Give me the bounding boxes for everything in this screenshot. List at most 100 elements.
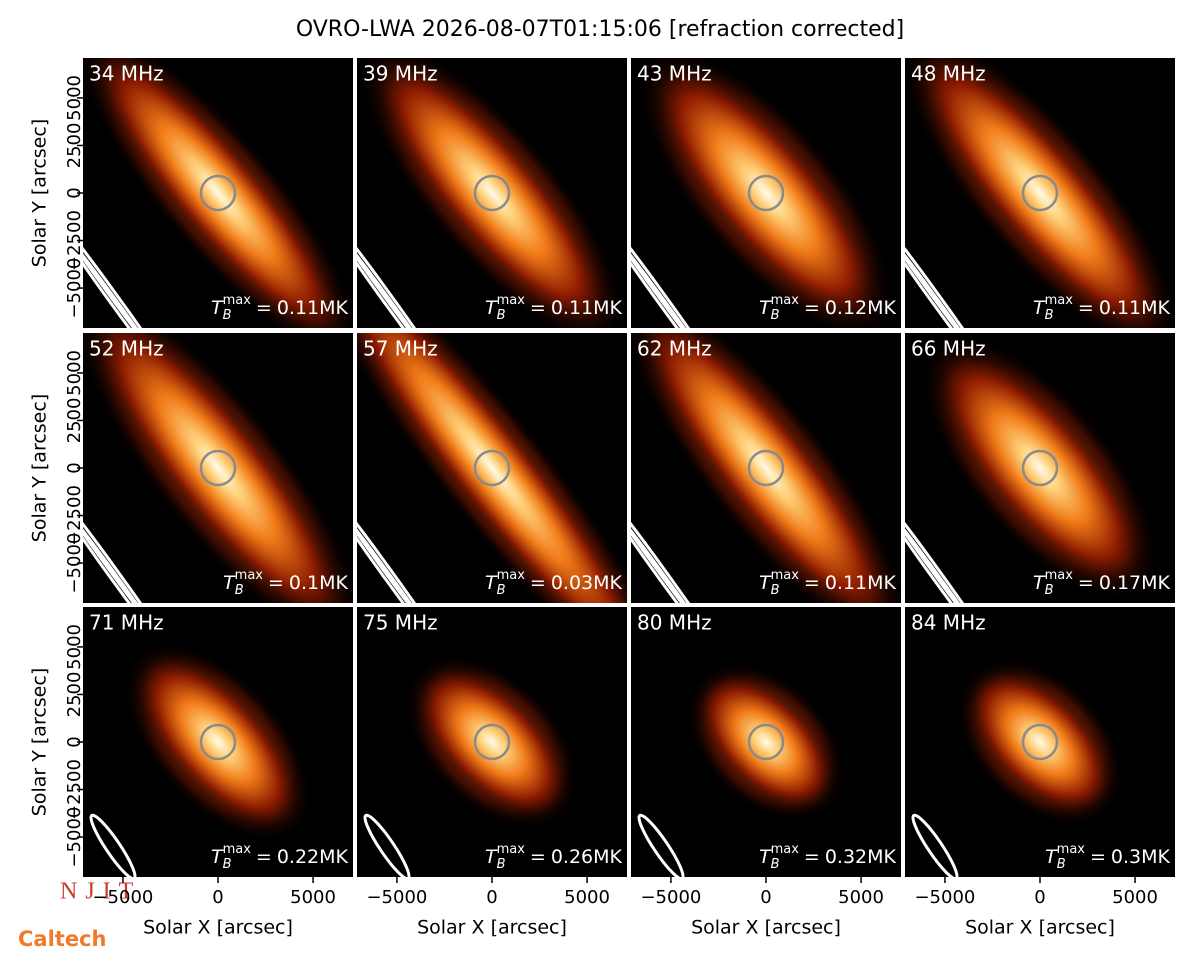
beam	[631, 217, 714, 328]
panel-label: 84 MHz	[911, 611, 986, 635]
beam	[363, 813, 411, 877]
tb-label: TBmax = 0.32MK	[759, 842, 896, 872]
tb-symbol: T	[223, 572, 236, 594]
y-axis-label: Solar Y [arcsec]	[29, 394, 51, 542]
tb-sup: max	[771, 842, 800, 857]
y-tick-label: −2500	[64, 485, 85, 546]
beam	[357, 217, 440, 328]
tb-sup: max	[497, 568, 526, 583]
panel-label: 62 MHz	[637, 337, 712, 361]
solar-disk	[473, 174, 511, 212]
solar-disk	[747, 449, 785, 487]
panel	[83, 607, 353, 877]
tb-label: TBmax = 0.11MK	[211, 293, 348, 323]
y-axis-label: Solar Y [arcsec]	[29, 668, 51, 816]
tb-value: 0.32MK	[825, 846, 897, 868]
tb-symbol: T	[1045, 846, 1058, 868]
tb-sup: max	[223, 293, 252, 308]
chart-title: OVRO-LWA 2026-08-07T01:15:06 [refraction…	[296, 17, 904, 42]
beam	[905, 229, 992, 328]
tb-eq: =	[1078, 297, 1094, 319]
logo-njit: NJIT	[60, 879, 141, 905]
emission	[135, 653, 301, 831]
beam	[83, 492, 166, 603]
tb-sup: max	[1057, 842, 1086, 857]
tb-sub: B	[1057, 857, 1066, 872]
tb-label: TBmax = 0.11MK	[485, 293, 622, 323]
tb-sub: B	[771, 308, 780, 323]
y-tick-label: 2500	[64, 123, 85, 169]
x-tick-label: 0	[760, 887, 771, 908]
emission	[915, 58, 1165, 328]
x-axis-label: Solar X [arcsec]	[691, 917, 841, 939]
panel-label: 39 MHz	[363, 62, 438, 86]
tb-label: TBmax = 0.03MK	[485, 568, 622, 598]
beam	[631, 229, 718, 328]
emission	[696, 672, 836, 812]
y-tick-label: 2500	[64, 398, 85, 444]
tb-sub: B	[771, 857, 780, 872]
solar-disk	[747, 723, 785, 761]
panel-label: 43 MHz	[637, 62, 712, 86]
tb-value: 0.11MK	[551, 297, 623, 319]
tb-sub: B	[497, 308, 506, 323]
tb-value: 0.17MK	[1099, 572, 1171, 594]
x-tick-label: −5000	[366, 887, 427, 908]
panel	[357, 607, 627, 877]
tb-sub: B	[497, 583, 506, 598]
tb-label: TBmax = 0.22MK	[211, 842, 348, 872]
emission	[88, 333, 348, 603]
emission	[637, 333, 895, 603]
emission	[651, 61, 881, 325]
y-tick-label: 5000	[64, 350, 85, 396]
tb-label: TBmax = 0.11MK	[759, 568, 896, 598]
tb-label: TBmax = 0.1MK	[223, 568, 348, 598]
tb-value: 0.11MK	[1099, 297, 1171, 319]
beam	[89, 813, 137, 877]
x-axis-label: Solar X [arcsec]	[417, 917, 567, 939]
y-tick-label: −5000	[64, 807, 85, 868]
y-tick-label: 2500	[64, 672, 85, 718]
tb-value: 0.22MK	[277, 846, 349, 868]
tb-symbol: T	[211, 846, 224, 868]
tb-symbol: T	[211, 297, 224, 319]
panel-label: 48 MHz	[911, 62, 986, 86]
tb-value: 0.11MK	[277, 297, 349, 319]
beam	[637, 813, 685, 877]
panel	[357, 333, 627, 603]
tb-value: 0.12MK	[825, 297, 897, 319]
tb-symbol: T	[1033, 297, 1046, 319]
y-axis-label: Solar Y [arcsec]	[29, 119, 51, 267]
tb-label: TBmax = 0.3MK	[1045, 842, 1170, 872]
tb-symbol: T	[485, 572, 498, 594]
panel	[631, 333, 901, 603]
tb-eq: =	[804, 846, 820, 868]
panel	[357, 58, 627, 328]
tb-sub: B	[223, 308, 232, 323]
solar-disk	[473, 449, 511, 487]
tb-eq: =	[804, 572, 820, 594]
tb-symbol: T	[1033, 572, 1046, 594]
x-tick-label: 5000	[564, 887, 610, 908]
tb-sup: max	[1045, 568, 1074, 583]
x-tick-label: −5000	[640, 887, 701, 908]
x-tick-label: −5000	[914, 887, 975, 908]
tb-value: 0.03MK	[551, 572, 623, 594]
panel	[905, 607, 1175, 877]
tb-symbol: T	[485, 846, 498, 868]
y-tick-label: −2500	[64, 759, 85, 820]
y-tick-label: 5000	[64, 75, 85, 121]
panel	[83, 58, 353, 328]
panel-label: 75 MHz	[363, 611, 438, 635]
y-tick-label: −5000	[64, 258, 85, 319]
tb-sub: B	[771, 583, 780, 598]
x-axis-label: Solar X [arcsec]	[143, 917, 293, 939]
beam	[357, 229, 444, 328]
y-tick-label: 0	[64, 462, 85, 473]
tb-sup: max	[771, 568, 800, 583]
tb-sub: B	[1045, 308, 1054, 323]
x-tick-label: 0	[1034, 887, 1045, 908]
tb-sup: max	[1045, 293, 1074, 308]
tb-value: 0.1MK	[289, 572, 349, 594]
panel-label: 34 MHz	[89, 62, 164, 86]
